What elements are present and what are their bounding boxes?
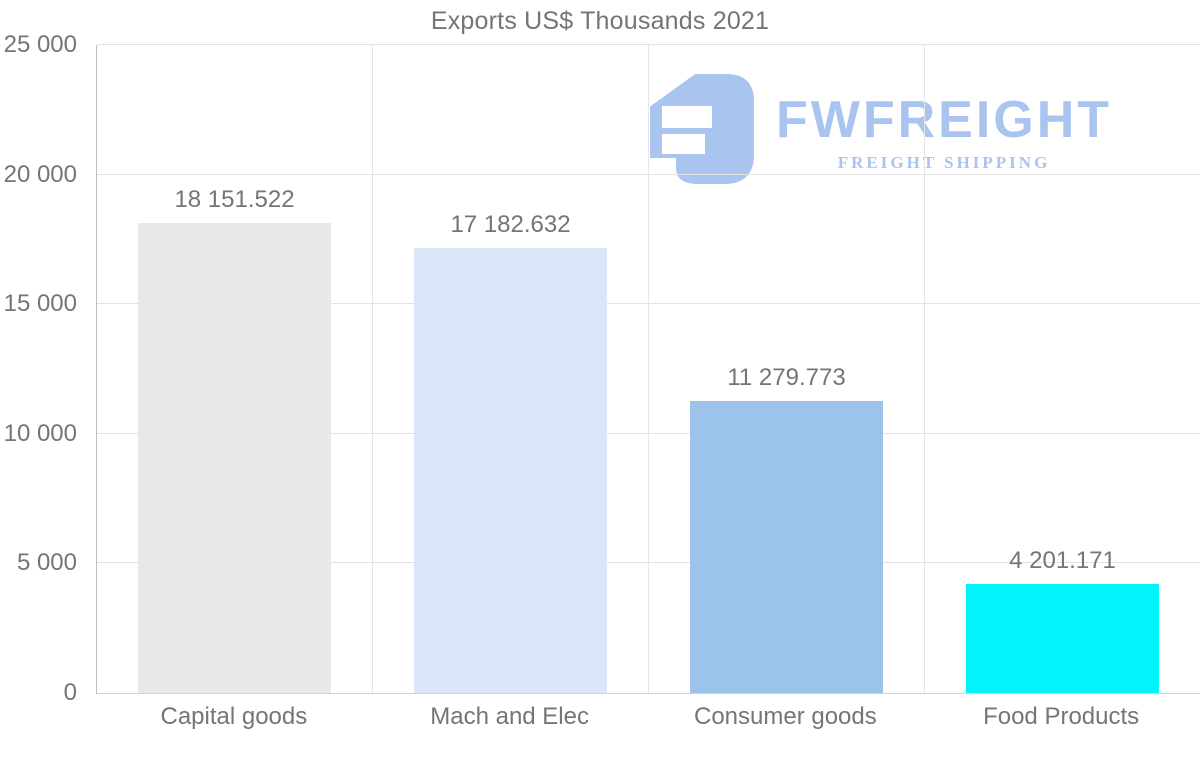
y-tick-label-20000: 20 000 <box>3 160 77 188</box>
x-label-capital-goods: Capital goods <box>160 703 308 730</box>
y-tick-label-10000: 10 000 <box>3 419 77 447</box>
gridline-25000 <box>97 44 1200 45</box>
bar-value-mach-and-elec: 17 182.632 <box>450 210 571 238</box>
watermark-brand: FWFREIGHT <box>776 91 1113 149</box>
chart-title: Exports US$ Thousands 2021 <box>430 7 770 35</box>
bar-food-products <box>965 584 1160 693</box>
bar-mach-and-elec <box>413 247 608 693</box>
y-tick-label-25000: 25 000 <box>3 31 77 58</box>
y-tick-label-0: 0 <box>63 679 77 706</box>
x-label-mach-and-elec: Mach and Elec <box>430 703 589 730</box>
watermark-text: FWFREIGHT FREIGHT SHIPPING <box>776 66 1112 173</box>
bar-value-food-products: 4 201.171 <box>1009 547 1116 575</box>
bar-consumer-goods <box>689 400 884 693</box>
column-food-products: 4 201.171 <box>925 45 1200 693</box>
x-label-food-products: Food Products <box>983 703 1140 730</box>
x-label-consumer-goods: Consumer goods <box>693 703 877 730</box>
bar-capital-goods <box>137 222 332 693</box>
column-consumer-goods: 11 279.773 <box>649 45 925 693</box>
bars-container: 18 151.522 17 182.632 11 279.773 4 201.171 <box>97 45 1200 693</box>
x-axis-category-labels: Capital goods Mach and Elec Consumer goods… <box>96 703 1199 731</box>
bar-value-consumer-goods: 11 279.773 <box>727 363 846 391</box>
watermark-tagline: FREIGHT SHIPPING <box>837 153 1051 172</box>
plot-area: 18 151.522 17 182.632 11 279.773 4 201.171 <box>96 44 1200 694</box>
column-capital-goods: 18 151.522 <box>97 45 373 693</box>
y-axis-tick-labels: 0 5 000 10 000 15 000 20 000 25 000 <box>0 33 86 705</box>
fwfreight-logo-icon <box>646 72 754 184</box>
y-tick-label-5000: 5 000 <box>16 549 77 577</box>
watermark-logo: FWFREIGHT FREIGHT SHIPPING <box>646 66 1112 184</box>
y-tick-label-15000: 15 000 <box>3 290 77 318</box>
column-mach-and-elec: 17 182.632 <box>373 45 649 693</box>
bar-value-capital-goods: 18 151.522 <box>174 185 295 213</box>
